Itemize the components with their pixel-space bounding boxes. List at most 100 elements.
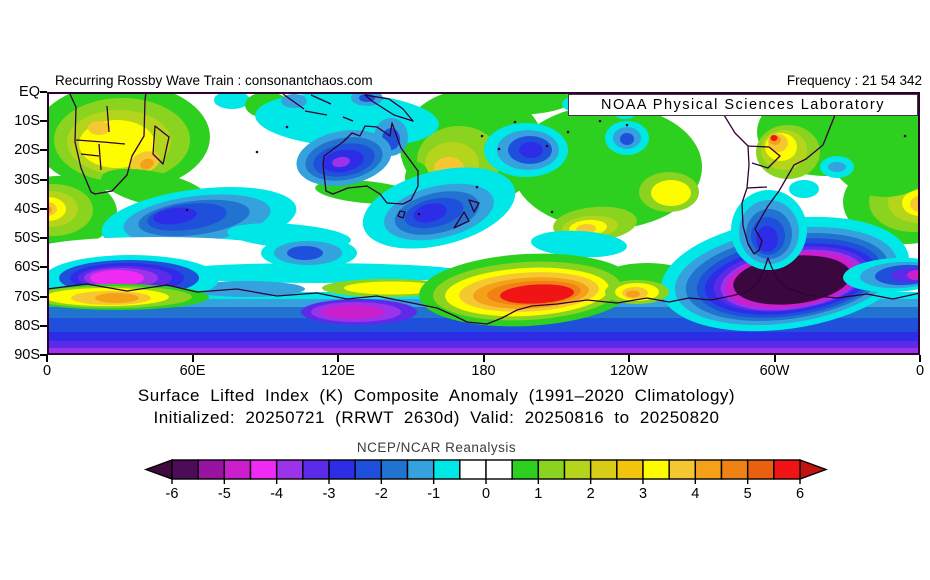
colorbar-segment xyxy=(406,459,435,480)
coastline xyxy=(304,110,328,116)
colorbar-segment xyxy=(511,459,540,480)
colorbar-segment xyxy=(459,459,487,480)
lat-tick-mark xyxy=(40,178,47,181)
contour-map-canvas xyxy=(47,92,920,355)
reanalysis-label: NCEP/NCAR Reanalysis xyxy=(356,440,517,455)
island-dot xyxy=(625,123,629,127)
colorbar-tick-label: 5 xyxy=(744,486,752,502)
lat-tick-mark xyxy=(40,266,47,269)
colorbar-segment xyxy=(249,459,278,480)
anomaly-region xyxy=(756,226,778,252)
colorbar-segment xyxy=(537,459,566,480)
coastline xyxy=(80,153,100,157)
lat-tick-mark xyxy=(40,237,47,240)
colorbar-right-arrow xyxy=(799,458,829,481)
lon-tick-label: 0 xyxy=(915,363,925,379)
anomaly-region xyxy=(88,121,110,135)
coastline xyxy=(152,125,170,165)
anomaly-region xyxy=(47,348,920,355)
anomaly-region xyxy=(321,305,385,319)
lat-tick-label: 70S xyxy=(14,288,40,305)
colorbar-legend: -6 -5 -4 -3 -2 -1 0 1 2 3 4 5 6 xyxy=(143,458,829,502)
coastline xyxy=(397,210,406,219)
colorbar-segment xyxy=(197,459,226,480)
lon-tick-label: 120W xyxy=(610,363,648,379)
colorbar-segment xyxy=(746,459,775,480)
anomaly-region xyxy=(413,203,447,223)
colorbar-segment xyxy=(773,459,801,480)
lat-tick-label: 20S xyxy=(14,142,40,159)
colorbar-tick-label: -6 xyxy=(166,486,179,502)
island-dot xyxy=(545,144,549,148)
anomaly-region xyxy=(344,281,440,295)
lon-tick-label: 120E xyxy=(321,363,355,379)
lon-tick-mark xyxy=(919,355,921,362)
anomaly-region xyxy=(907,269,920,281)
lat-tick-label: 80S xyxy=(14,317,40,334)
coastline xyxy=(723,92,836,255)
colorbar-segment xyxy=(563,459,592,480)
island-dot xyxy=(417,212,421,216)
island-dot xyxy=(598,119,602,123)
colorbar-segment xyxy=(694,459,723,480)
plot-title: Surface Lifted Index (K) Composite Anoma… xyxy=(137,386,736,405)
anomaly-region xyxy=(153,207,197,225)
colorbar-tick-label: -1 xyxy=(427,486,440,502)
anomaly-region xyxy=(910,196,920,212)
lat-tick-label: 90S xyxy=(14,347,40,363)
coastline xyxy=(310,94,332,105)
anomaly-region xyxy=(47,237,277,261)
island-dot xyxy=(497,147,501,151)
lon-tick-mark xyxy=(46,355,48,362)
colorbar-tick-label: 4 xyxy=(691,486,699,502)
coastline xyxy=(747,145,781,169)
coastline xyxy=(468,199,480,213)
coastline xyxy=(342,116,354,122)
colorbar-tick-label: -4 xyxy=(270,486,283,502)
island-dot xyxy=(903,134,907,138)
lat-tick-label: 10S xyxy=(14,113,40,130)
anomaly-region xyxy=(287,246,323,260)
coastline xyxy=(47,257,920,325)
anomaly-region xyxy=(160,263,470,283)
anomaly-region xyxy=(651,180,691,206)
island-dot xyxy=(513,120,517,124)
island-dot xyxy=(566,130,570,134)
colorbar-segment xyxy=(223,459,252,480)
coastline xyxy=(453,211,470,229)
colorbar-tick-label: 2 xyxy=(587,486,595,502)
colorbar-segment xyxy=(668,459,697,480)
lat-tick-label: 30S xyxy=(14,171,40,188)
anomaly-region xyxy=(531,230,627,258)
anomaly-region xyxy=(95,293,139,303)
colorbar-tick-label: -3 xyxy=(323,486,336,502)
island-dot xyxy=(185,208,189,212)
source-caption: Recurring Rossby Wave Train : consonantc… xyxy=(55,73,373,88)
lon-tick-mark xyxy=(628,355,630,362)
colorbar-tick-label: 1 xyxy=(534,486,542,502)
lon-tick-label: 0 xyxy=(42,363,52,379)
frequency-label: Frequency : 21 54 342 xyxy=(786,73,922,88)
lat-tick-mark xyxy=(40,324,47,327)
anomaly-region xyxy=(214,92,250,109)
anomaly-region xyxy=(620,133,634,145)
lat-tick-mark xyxy=(40,207,47,210)
lat-tick-label: 40S xyxy=(14,200,40,217)
lat-tick-mark xyxy=(40,149,47,152)
coastline xyxy=(68,92,147,195)
anomaly-region xyxy=(90,270,144,286)
colorbar-tick-label: 6 xyxy=(796,486,804,502)
colorbar-tick-label: 3 xyxy=(639,486,647,502)
colorbar-tick-label: -2 xyxy=(375,486,388,502)
lat-tick-mark xyxy=(40,91,47,93)
map-frame xyxy=(47,92,920,355)
lat-tick-label: 50S xyxy=(14,230,40,247)
island-dot xyxy=(475,185,479,189)
coastline xyxy=(98,143,102,171)
island-dot xyxy=(255,150,259,154)
coastline xyxy=(746,186,768,189)
anomaly-region xyxy=(500,284,574,304)
colorbar-segment xyxy=(485,459,513,480)
coastline xyxy=(75,139,126,145)
coastline xyxy=(282,93,305,110)
